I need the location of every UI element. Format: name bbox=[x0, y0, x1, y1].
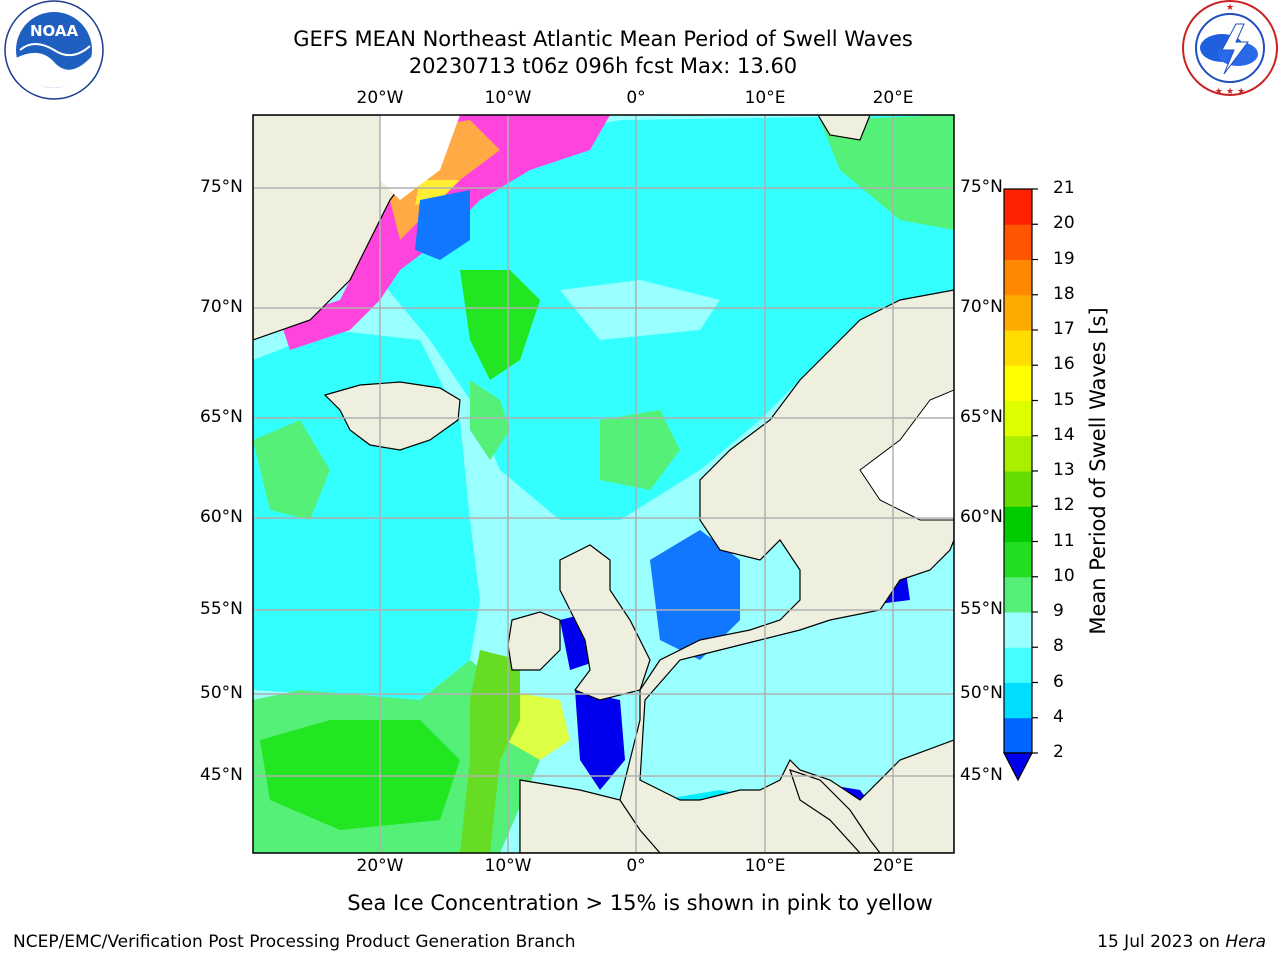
land-greenland-white bbox=[380, 115, 460, 200]
colorbar-segment bbox=[1004, 471, 1032, 507]
lat-label-left: 75°N bbox=[200, 177, 243, 197]
lon-label-bottom: 10°W bbox=[484, 856, 532, 876]
lat-label-right: 50°N bbox=[960, 683, 1003, 703]
colorbar-tick-label: 17 bbox=[1053, 319, 1075, 339]
lat-label-left: 50°N bbox=[200, 683, 243, 703]
colorbar-tick-label: 12 bbox=[1053, 495, 1075, 516]
colorbar bbox=[1003, 188, 1038, 782]
ocean-blue-north-sea bbox=[650, 530, 740, 660]
chart-title: GEFS MEAN Northeast Atlantic Mean Period… bbox=[293, 27, 913, 51]
ocean-blue-greenland-coast bbox=[415, 190, 470, 260]
lon-label-top: 0° bbox=[626, 88, 646, 108]
ocean-light-northcentral bbox=[560, 280, 720, 340]
ocean-green-faroe bbox=[600, 410, 680, 490]
colorbar-tick-label: 16 bbox=[1053, 354, 1075, 375]
land-iceland bbox=[323, 381, 461, 451]
lat-label-left: 60°N bbox=[200, 507, 243, 527]
lon-label-bottom: 20°W bbox=[356, 856, 404, 876]
colorbar-segment bbox=[1004, 330, 1032, 366]
noaa-logo: NOAA bbox=[4, 0, 104, 100]
lat-label-right: 60°N bbox=[960, 507, 1003, 527]
colorbar-tick-label: 20 bbox=[1053, 213, 1075, 234]
footer-credit: NCEP/EMC/Verification Post Processing Pr… bbox=[13, 932, 576, 952]
footer-date: 15 Jul 2023 on Hera bbox=[1097, 932, 1266, 952]
lat-label-right: 45°N bbox=[960, 765, 1003, 785]
lon-label-top: 20°W bbox=[356, 88, 404, 108]
colorbar-segment bbox=[1004, 294, 1032, 331]
noaa-logo-text: NOAA bbox=[30, 22, 79, 40]
svg-text:★: ★ bbox=[1226, 3, 1234, 13]
colorbar-segment bbox=[1004, 224, 1032, 260]
lon-label-bottom: 20°E bbox=[872, 856, 914, 876]
ocean-green-jan-mayen bbox=[460, 270, 540, 380]
ocean-green-barents bbox=[820, 115, 954, 230]
colorbar-tick-label: 4 bbox=[1053, 706, 1064, 727]
colorbar-tick-label: 13 bbox=[1053, 460, 1075, 480]
lat-label-left: 45°N bbox=[200, 765, 243, 785]
colorbar-tick-label: 10 bbox=[1053, 565, 1075, 586]
colorbar-title: Mean Period of Swell Waves [s] bbox=[1086, 307, 1110, 635]
colorbar-tick-label: 9 bbox=[1053, 601, 1064, 621]
colorbar-segment bbox=[1004, 189, 1032, 225]
colorbar-segment bbox=[1004, 506, 1032, 542]
map-area bbox=[253, 115, 954, 853]
colorbar-segment bbox=[1004, 576, 1032, 613]
svg-text:★ ★ ★: ★ ★ ★ bbox=[1215, 87, 1245, 97]
colorbar-segment bbox=[1004, 400, 1032, 437]
ocean-green-patch-west bbox=[253, 420, 330, 520]
ocean-green-iberia-west bbox=[460, 650, 520, 853]
ocean-green-iceland-east bbox=[470, 380, 510, 460]
map-gridlines bbox=[253, 115, 954, 853]
nws-logo: ★ ★ ★ ★ bbox=[1182, 0, 1278, 97]
colorbar-extend-arrow bbox=[1003, 752, 1033, 782]
lon-label-top: 20°E bbox=[872, 88, 914, 108]
colorbar-tick-label: 14 bbox=[1053, 424, 1075, 445]
colorbar-segment bbox=[1004, 682, 1032, 719]
colorbar-tick-label: 21 bbox=[1053, 178, 1075, 198]
colorbar-tick-label: 11 bbox=[1053, 530, 1075, 551]
sea-ice-note: Sea Ice Concentration > 15% is shown in … bbox=[347, 891, 933, 915]
land-iberia bbox=[519, 779, 661, 853]
lat-label-right: 55°N bbox=[960, 599, 1003, 619]
colorbar-segment bbox=[1004, 717, 1032, 754]
land-europe bbox=[519, 289, 954, 853]
land-italy bbox=[789, 769, 881, 853]
colorbar-tick-label: 2 bbox=[1053, 742, 1064, 762]
land-scandinavia-white bbox=[859, 389, 954, 521]
lon-label-bottom: 10°E bbox=[744, 856, 786, 876]
colorbar-tick-label: 19 bbox=[1053, 248, 1075, 269]
colorbar-segment bbox=[1004, 365, 1032, 401]
colorbar-segment bbox=[1004, 612, 1032, 648]
lat-label-left: 55°N bbox=[200, 599, 243, 619]
lat-label-right: 65°N bbox=[960, 407, 1003, 427]
lat-label-left: 65°N bbox=[200, 407, 243, 427]
ocean-blue-biscay-coast bbox=[575, 690, 625, 790]
colorbar-segment bbox=[1004, 541, 1032, 578]
lon-label-bottom: 0° bbox=[626, 856, 646, 876]
colorbar-segment bbox=[1004, 647, 1032, 683]
lon-label-top: 10°E bbox=[744, 88, 786, 108]
land-svalbard bbox=[817, 115, 871, 141]
colorbar-segment bbox=[1004, 435, 1032, 472]
lat-label-right: 70°N bbox=[960, 297, 1003, 317]
colorbar-tick-label: 6 bbox=[1053, 671, 1064, 692]
colorbar-tick-label: 8 bbox=[1053, 636, 1064, 657]
colorbar-tick-label: 15 bbox=[1053, 389, 1075, 410]
footer-host: Hera bbox=[1225, 932, 1266, 952]
colorbar-segment bbox=[1004, 259, 1032, 296]
map-frame bbox=[252, 114, 955, 854]
land-great-britain bbox=[559, 544, 651, 701]
ocean-green-south-core bbox=[260, 720, 460, 830]
colorbar-tick-label: 18 bbox=[1053, 283, 1075, 304]
lat-label-left: 70°N bbox=[200, 297, 243, 317]
chart-subtitle: 20230713 t06z 096h fcst Max: 13.60 bbox=[408, 54, 798, 78]
lat-label-right: 75°N bbox=[960, 177, 1003, 197]
lon-label-top: 10°W bbox=[484, 88, 532, 108]
footer-date-text: 15 Jul 2023 on bbox=[1097, 932, 1226, 952]
